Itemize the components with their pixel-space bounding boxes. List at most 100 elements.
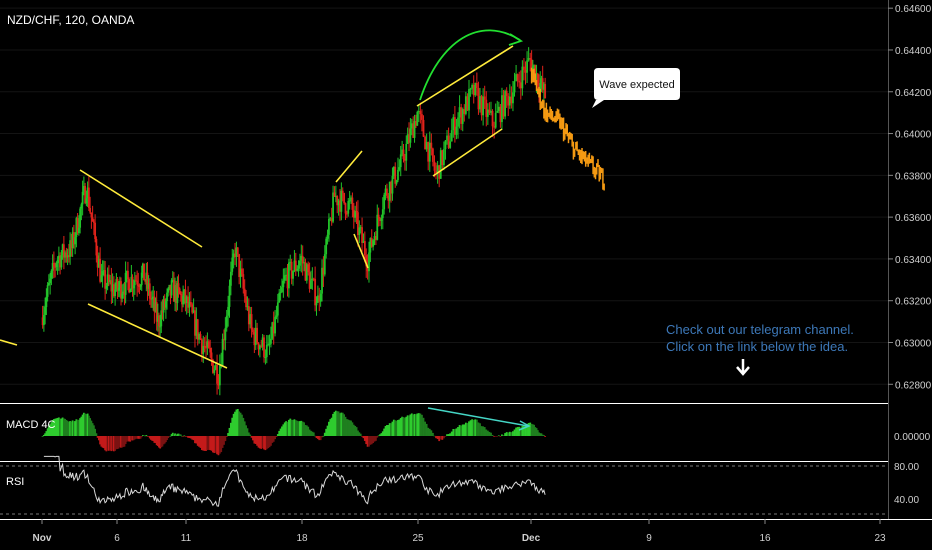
- candle-body: [45, 296, 48, 308]
- callout-bubble[interactable]: Wave expected: [592, 68, 680, 108]
- candle-body: [161, 310, 164, 313]
- candle-body: [187, 296, 189, 308]
- macd-bar: [401, 416, 404, 436]
- macd-bar: [239, 412, 242, 436]
- macd-bar: [293, 419, 296, 436]
- candle-body: [379, 218, 381, 222]
- macd-bar: [374, 436, 377, 441]
- macd-bar: [146, 436, 149, 437]
- macd-bar: [131, 436, 134, 441]
- candle-body: [246, 306, 249, 308]
- macd-bar: [158, 436, 160, 448]
- macd-bar: [62, 418, 65, 436]
- candle-body: [179, 293, 182, 295]
- candle-body: [432, 148, 434, 162]
- candle-body: [530, 59, 533, 72]
- flag-lower-line[interactable]: [353, 233, 369, 269]
- candle-body: [410, 123, 413, 129]
- candle-body: [402, 149, 405, 160]
- candle-body: [344, 203, 347, 214]
- candle-body: [221, 338, 224, 366]
- candle-body: [90, 212, 93, 218]
- macd-bar: [72, 421, 75, 436]
- candle-body: [62, 244, 65, 258]
- macd-bar: [252, 436, 254, 441]
- candle-body: [133, 280, 136, 286]
- candle-body: [109, 280, 112, 282]
- macd-bar: [168, 436, 171, 437]
- macd-bar: [513, 429, 516, 436]
- left-edge-line[interactable]: [0, 339, 18, 346]
- macd-bar: [348, 420, 351, 436]
- macd-bar: [229, 422, 232, 436]
- macd-bar: [285, 421, 288, 436]
- candle-body: [450, 130, 453, 142]
- macd-bar: [112, 436, 115, 452]
- macd-bar: [321, 436, 323, 438]
- macd-bar: [406, 415, 409, 436]
- macd-bar: [278, 430, 281, 436]
- candle-body: [79, 208, 82, 228]
- macd-bar: [479, 423, 481, 436]
- macd-bar: [395, 420, 398, 436]
- candle-body: [430, 142, 433, 149]
- candle-body: [127, 270, 129, 280]
- macd-bar: [218, 436, 221, 454]
- macd-bar: [390, 423, 392, 436]
- channel-upper-line-2[interactable]: [416, 45, 514, 107]
- time-tick-label: Dec: [522, 533, 541, 544]
- candle-body: [369, 238, 372, 253]
- macd-bar: [455, 428, 458, 436]
- macd-bar: [249, 434, 252, 436]
- channel-upper-line-1[interactable]: [79, 169, 203, 248]
- candle-body: [203, 345, 206, 348]
- macd-bar: [339, 413, 341, 436]
- callout-text: Wave expected: [599, 79, 674, 91]
- macd-bar: [307, 426, 310, 436]
- macd-bar: [351, 422, 354, 436]
- macd-bar: [494, 436, 497, 437]
- candle-body: [544, 84, 547, 99]
- macd-bar: [347, 419, 350, 436]
- macd-bar: [224, 436, 227, 442]
- candle-body: [401, 149, 404, 155]
- macd-bar: [343, 414, 346, 436]
- candle-body: [321, 267, 323, 294]
- macd-bar: [81, 414, 84, 436]
- candle-body: [207, 341, 210, 348]
- candle-body: [493, 126, 496, 128]
- candle-body: [413, 120, 416, 138]
- macd-bar: [203, 436, 206, 451]
- macd-bar: [235, 409, 238, 436]
- macd-bar: [501, 434, 503, 436]
- macd-divergence-line[interactable]: [427, 407, 529, 427]
- channel-lower-line-2[interactable]: [432, 128, 503, 177]
- flag-upper-line[interactable]: [335, 150, 363, 183]
- macd-bar: [540, 433, 543, 436]
- candle-body: [515, 74, 517, 82]
- candle-body: [373, 236, 376, 241]
- channel-lower-line-1[interactable]: [87, 303, 228, 369]
- macd-bar: [137, 436, 140, 439]
- candle-body: [174, 285, 176, 302]
- candle-body: [183, 289, 186, 296]
- macd-bar: [181, 435, 183, 437]
- macd-bar: [44, 433, 47, 436]
- candle-body: [366, 266, 369, 272]
- macd-bar: [87, 415, 90, 436]
- macd-bar: [182, 436, 185, 437]
- macd-bar: [541, 434, 544, 436]
- macd-bar: [432, 432, 434, 436]
- candle-body: [57, 255, 60, 260]
- macd-bar: [387, 425, 390, 436]
- projection-series: [530, 67, 605, 191]
- candle-body: [285, 274, 288, 276]
- candle-body: [210, 352, 213, 360]
- wave-arc[interactable]: [419, 29, 521, 101]
- candle-body: [182, 295, 185, 305]
- macd-bar: [209, 436, 212, 451]
- candle-body: [110, 280, 113, 292]
- macd-bar: [328, 421, 330, 436]
